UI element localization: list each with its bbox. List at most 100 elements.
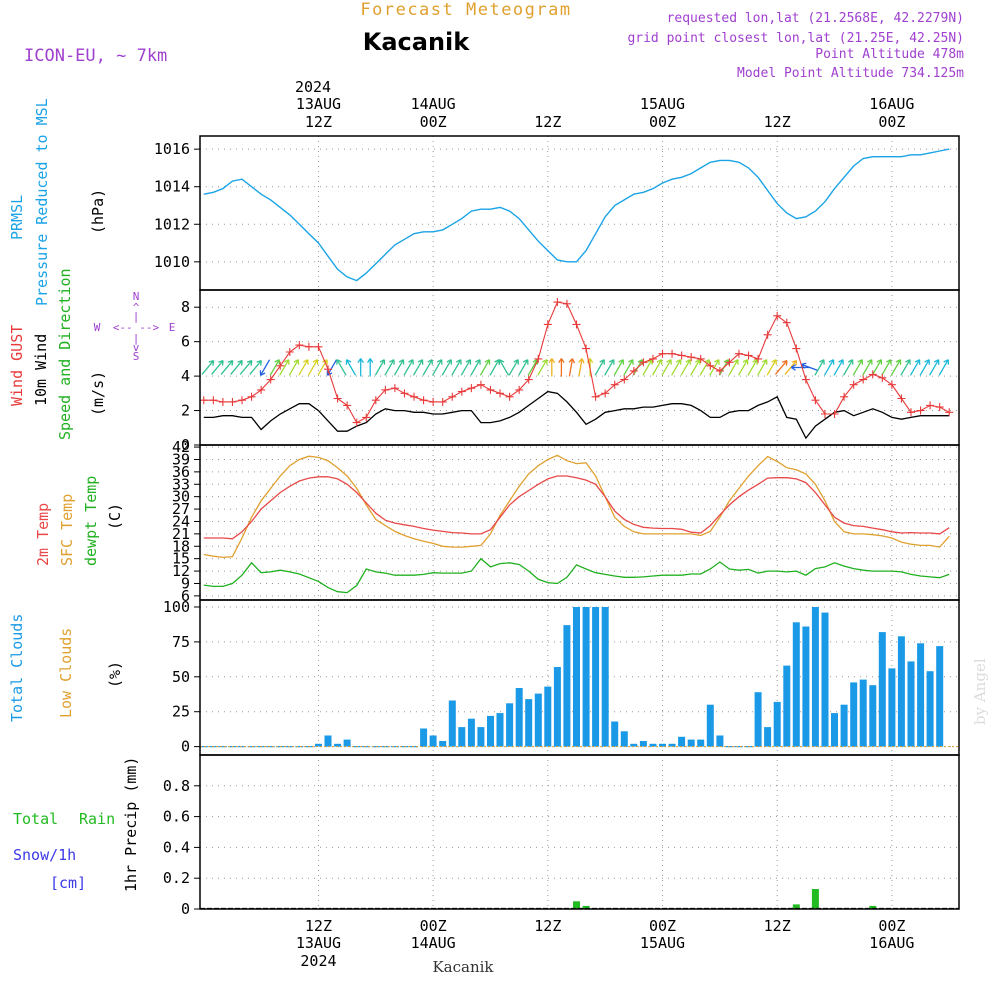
point-altitude: Point Altitude 478m: [815, 47, 964, 62]
wind-arrow-head: [274, 359, 280, 363]
wind-gust-marker: [467, 384, 476, 393]
wind-arrow-shaft: [518, 359, 529, 376]
wind-gust-marker: [524, 375, 533, 384]
wind-arrow-shaft: [470, 359, 481, 376]
wind-gust-marker: [457, 387, 466, 396]
wind-direction-arrow: [613, 359, 625, 376]
wind-arrow-shaft: [451, 359, 462, 376]
cloud-bar: [611, 721, 619, 747]
bottom-hour-label: 00Z: [420, 917, 447, 935]
wind-direction-arrow: [518, 359, 529, 376]
wind-arrow-head: [283, 359, 290, 363]
wind-arrow-shaft: [814, 359, 825, 376]
wind-arrow-head: [551, 358, 556, 364]
wind-arrow-head: [656, 359, 662, 363]
wind-arrow-head: [560, 358, 565, 364]
wind-gust-marker: [601, 389, 610, 398]
top-hour-label: 12Z: [764, 113, 791, 131]
wind-arrow-head: [260, 360, 262, 366]
temp-sfc-line: [203, 454, 950, 559]
wind-gust-marker: [677, 351, 686, 360]
wind-arrow-shaft: [881, 359, 892, 376]
wind-direction-arrow: [357, 358, 364, 377]
wind-arrow-head: [618, 359, 624, 363]
cloud-bar: [477, 727, 485, 747]
wind-arrow-shaft: [288, 359, 299, 376]
panel-frame: [199, 289, 960, 446]
wind-gust-marker: [247, 392, 256, 401]
wind-gust-marker: [591, 392, 600, 401]
top-date-label: 13AUG: [296, 95, 341, 113]
wind-direction-arrow: [568, 358, 576, 377]
wind-arrow-head: [795, 360, 798, 366]
rain-bar: [573, 901, 580, 909]
wind-direction-arrow: [470, 359, 481, 376]
cloud-bar: [926, 671, 934, 747]
y-tick-label: 33: [172, 475, 190, 493]
wind-direction-arrow: [269, 359, 281, 376]
top-date-label: 16AUG: [869, 95, 914, 113]
wind-gust-marker: [304, 342, 313, 351]
wind-arrow-head: [733, 359, 739, 363]
snow-label: Snow/1h: [13, 846, 76, 864]
wind-gust-marker: [199, 396, 208, 405]
wind-arrow-head: [357, 358, 362, 364]
wind-direction-arrow: [671, 359, 682, 376]
wind-arrow-head: [571, 358, 576, 364]
wind-arrow-head: [819, 359, 825, 363]
wind-arrow-shaft: [728, 359, 739, 376]
wind-gust-marker: [381, 385, 390, 394]
wind-arrow-shaft: [671, 359, 682, 376]
cloud-bar: [907, 661, 915, 747]
wind-arrow-shaft: [422, 359, 433, 376]
y-tick-label: 6: [181, 333, 190, 351]
watermark: by Angel: [971, 658, 989, 725]
cloud-bar: [764, 727, 772, 747]
wind-arrow-head: [389, 359, 395, 363]
wind-arrow-head: [221, 360, 224, 366]
cloud-bar: [458, 727, 466, 747]
top-hour-label: 12Z: [305, 113, 332, 131]
wind-gust-marker: [706, 361, 715, 370]
wind-arrow-shaft: [260, 359, 271, 376]
wind-gust-marker: [324, 365, 333, 374]
wind-gust-marker: [505, 392, 514, 401]
wind-direction-arrow: [890, 359, 902, 376]
wind-arrow-head: [312, 359, 318, 363]
cloud-bar: [544, 686, 552, 747]
wind-direction-arrow: [558, 358, 565, 377]
cloud-bar: [687, 739, 695, 747]
wind-direction-arrow: [211, 359, 224, 375]
panel-1: 0 2 4 6 8: [181, 290, 959, 454]
wind-direction-arrow: [548, 358, 556, 377]
wind-arrow-shaft: [642, 359, 653, 376]
wind-direction-arrow: [432, 359, 443, 376]
y-tick-label: 18: [172, 537, 190, 555]
wind-gust-marker: [429, 397, 438, 406]
y-tick-label: 0: [181, 900, 190, 918]
cloud-bar: [343, 739, 351, 747]
cloud-bar: [601, 607, 609, 747]
y-tick-label: 0.4: [163, 838, 190, 856]
wind-arrow-shaft: [613, 359, 624, 376]
wind-gust-marker: [830, 410, 839, 418]
y-tick-label: 0: [181, 738, 190, 756]
wind-gust-marker: [314, 342, 323, 351]
wind-direction-arrow: [833, 359, 844, 376]
y-tick-label: 27: [172, 500, 190, 518]
bottom-date-label: 14AUG: [411, 934, 456, 952]
wind-arrow-head: [581, 358, 585, 364]
wind-arrow-shaft: [757, 359, 768, 376]
wind-arrow-head: [532, 359, 538, 363]
wind-direction-arrow: [508, 359, 519, 376]
wind-gust-marker: [486, 385, 495, 394]
wind-arrow-shaft: [737, 359, 749, 376]
cloud-bar: [324, 735, 332, 747]
wind-arrow-shaft: [680, 359, 691, 376]
wind-gust-marker: [476, 380, 485, 389]
rain-label-total: Total: [13, 810, 58, 828]
cloud-bar: [936, 646, 944, 747]
wind-arrow-head: [905, 359, 911, 363]
wind-arrow-head: [499, 359, 505, 363]
wind-arrow-head: [694, 359, 701, 363]
